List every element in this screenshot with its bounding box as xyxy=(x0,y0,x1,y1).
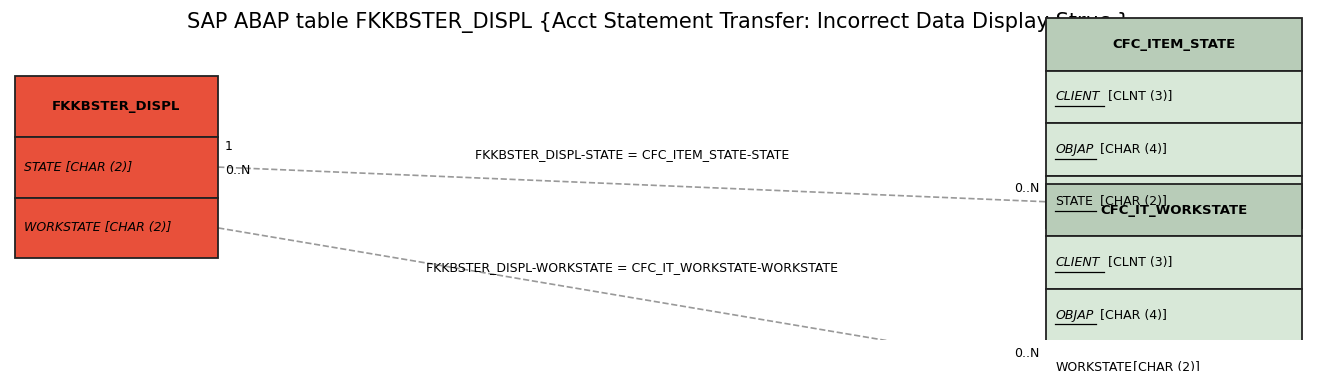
Text: [CLNT (3)]: [CLNT (3)] xyxy=(1108,91,1172,104)
Text: FKKBSTER_DISPL: FKKBSTER_DISPL xyxy=(53,100,180,113)
Text: CFC_IT_WORKSTATE: CFC_IT_WORKSTATE xyxy=(1101,204,1249,217)
Text: [CHAR (4)]: [CHAR (4)] xyxy=(1100,309,1167,322)
FancyBboxPatch shape xyxy=(1046,123,1303,175)
Text: CLIENT: CLIENT xyxy=(1055,91,1100,104)
Text: [CHAR (2)]: [CHAR (2)] xyxy=(1100,195,1167,208)
FancyBboxPatch shape xyxy=(1046,18,1303,71)
Text: FKKBSTER_DISPL-WORKSTATE = CFC_IT_WORKSTATE-WORKSTATE: FKKBSTER_DISPL-WORKSTATE = CFC_IT_WORKST… xyxy=(427,261,838,274)
Text: [CHAR (4)]: [CHAR (4)] xyxy=(1100,143,1167,156)
FancyBboxPatch shape xyxy=(1046,289,1303,341)
Text: WORKSTATE [CHAR (2)]: WORKSTATE [CHAR (2)] xyxy=(24,221,171,234)
Text: 1: 1 xyxy=(225,140,233,153)
Text: CFC_ITEM_STATE: CFC_ITEM_STATE xyxy=(1113,38,1235,51)
FancyBboxPatch shape xyxy=(14,76,219,137)
Text: 0..N: 0..N xyxy=(225,164,250,177)
Text: OBJAP: OBJAP xyxy=(1055,143,1093,156)
Text: 0..N: 0..N xyxy=(1014,347,1039,360)
FancyBboxPatch shape xyxy=(1046,236,1303,289)
FancyBboxPatch shape xyxy=(1046,341,1303,371)
Text: [CHAR (2)]: [CHAR (2)] xyxy=(1133,361,1200,371)
Text: SAP ABAP table FKKBSTER_DISPL {Acct Statement Transfer: Incorrect Data Display S: SAP ABAP table FKKBSTER_DISPL {Acct Stat… xyxy=(187,12,1130,33)
FancyBboxPatch shape xyxy=(1046,184,1303,236)
Text: STATE [CHAR (2)]: STATE [CHAR (2)] xyxy=(24,161,132,174)
Text: FKKBSTER_DISPL-STATE = CFC_ITEM_STATE-STATE: FKKBSTER_DISPL-STATE = CFC_ITEM_STATE-ST… xyxy=(475,148,789,161)
FancyBboxPatch shape xyxy=(1046,71,1303,123)
Text: 0..N: 0..N xyxy=(1014,182,1039,195)
Text: WORKSTATE: WORKSTATE xyxy=(1055,361,1133,371)
FancyBboxPatch shape xyxy=(14,197,219,258)
Text: OBJAP: OBJAP xyxy=(1055,309,1093,322)
Text: CLIENT: CLIENT xyxy=(1055,256,1100,269)
FancyBboxPatch shape xyxy=(1046,175,1303,228)
Text: STATE: STATE xyxy=(1055,195,1093,208)
FancyBboxPatch shape xyxy=(14,137,219,197)
Text: [CLNT (3)]: [CLNT (3)] xyxy=(1108,256,1172,269)
